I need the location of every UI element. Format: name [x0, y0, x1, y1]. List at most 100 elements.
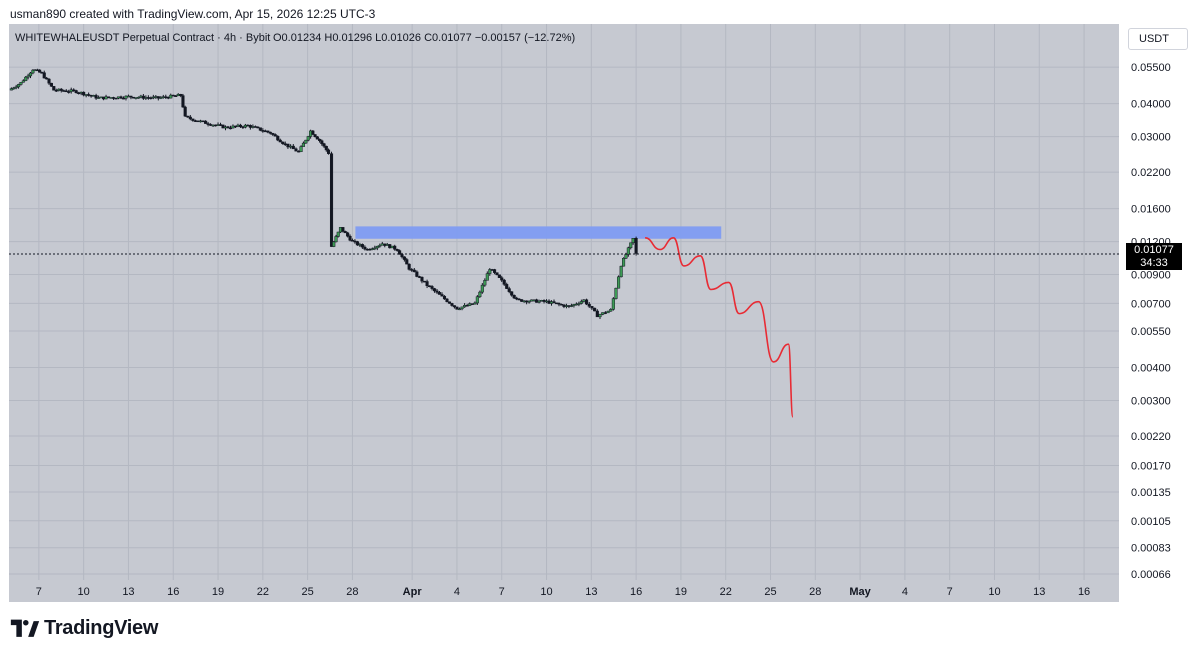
candle-body [390, 245, 394, 249]
ohlc-values: O0.01234 H0.01296 L0.01026 C0.01077 −0.0… [273, 32, 575, 44]
candle-body [530, 299, 534, 302]
time-tick-label: 10 [988, 586, 1000, 598]
candle-body [334, 236, 338, 243]
candle-body [380, 243, 384, 246]
last-price-value: 0.01077 [1134, 244, 1174, 256]
candle-body [209, 124, 213, 126]
candle-body [614, 287, 618, 299]
candle-body [624, 254, 628, 259]
candle-body [206, 123, 210, 125]
candle-body [201, 120, 205, 123]
candle-body [460, 306, 464, 310]
candle-body [196, 120, 200, 123]
candle-body [146, 97, 150, 99]
candle-body [261, 130, 265, 132]
time-tick-label: 22 [720, 586, 732, 598]
candle-body [164, 96, 168, 98]
time-tick-label: 7 [36, 586, 42, 598]
candle-body [343, 231, 347, 234]
candle-body [313, 134, 317, 137]
candle-body [577, 303, 581, 305]
candle-body [559, 304, 564, 306]
candle-body [246, 124, 250, 127]
resistance-zone [355, 226, 722, 239]
candle-body [422, 280, 427, 283]
candle-body [306, 136, 310, 141]
candle-body [47, 78, 51, 84]
price-tick-label: 0.00300 [1131, 395, 1171, 407]
candle-body [373, 247, 377, 250]
resistance-zone-layer [355, 226, 722, 239]
candle-body [324, 145, 328, 151]
candle-body [415, 271, 419, 277]
time-axis[interactable]: 7 10 13 16 19 22 25 28 Apr 4 7 10 13 16 19 22 25 28 May 4 7 1… [36, 586, 1090, 598]
candle-body [606, 310, 610, 314]
candle-body [77, 92, 81, 94]
candle-body [144, 97, 148, 99]
candle-body [350, 240, 354, 242]
candle-body [483, 280, 487, 286]
candle-body [301, 142, 305, 147]
candle-body [156, 96, 160, 99]
candle-body [19, 81, 23, 85]
candle-body [463, 305, 467, 308]
candle-body [193, 120, 197, 122]
candle-body [535, 299, 539, 303]
candle-body [495, 272, 499, 276]
candle-body [432, 288, 437, 292]
candle-body [395, 249, 399, 251]
candle-body [111, 97, 116, 99]
tradingview-logo[interactable]: TradingView [10, 617, 158, 640]
candle-body [214, 124, 218, 127]
time-tick-label: 28 [346, 586, 358, 598]
candle-body [131, 96, 135, 99]
candle-body [304, 139, 308, 144]
candle-body [104, 96, 108, 100]
candle-body [26, 75, 30, 78]
candle-body [590, 306, 594, 309]
plot-background [9, 24, 1119, 580]
candle-body [149, 97, 153, 99]
candle-body [564, 305, 568, 307]
candle-body [62, 90, 66, 92]
price-chart[interactable]: 0.055000.040000.030000.022000.016000.012… [0, 22, 1200, 607]
candle-body [485, 273, 489, 281]
time-tick-label: May [849, 586, 871, 598]
candle-body [253, 126, 257, 128]
candle-body [430, 286, 434, 289]
candle-body [363, 246, 367, 250]
candle-body [420, 276, 424, 282]
candle-body [393, 245, 397, 250]
candle-body [181, 95, 185, 108]
candle-body [355, 241, 359, 246]
candle-body [64, 90, 68, 93]
candle-body [440, 294, 444, 297]
candle-body [171, 94, 175, 97]
grid-lines [9, 24, 1119, 580]
candle-body [72, 89, 76, 92]
price-tick-label: 0.00900 [1131, 270, 1171, 282]
currency-button[interactable]: USDT [1128, 28, 1188, 50]
candle-body [525, 300, 529, 303]
candle-body [238, 124, 242, 127]
candle-body [28, 72, 33, 77]
candle-body [311, 130, 315, 135]
candle-body [593, 307, 597, 312]
candle-body [493, 269, 497, 273]
candle-body [268, 131, 272, 134]
candle-body [557, 302, 561, 305]
candle-body [629, 242, 633, 249]
candle-body [447, 301, 452, 304]
candle-body [370, 248, 374, 250]
candle-body [271, 133, 275, 135]
candle-body [358, 244, 362, 246]
candle-body [405, 259, 409, 265]
candle-body [497, 274, 501, 278]
candle-body [537, 300, 541, 303]
candle-body [595, 310, 599, 318]
candle-body [263, 130, 267, 133]
candle-body [188, 116, 192, 120]
candle-body [598, 314, 602, 318]
candle-body [191, 118, 195, 121]
time-tick-label: 16 [630, 586, 642, 598]
